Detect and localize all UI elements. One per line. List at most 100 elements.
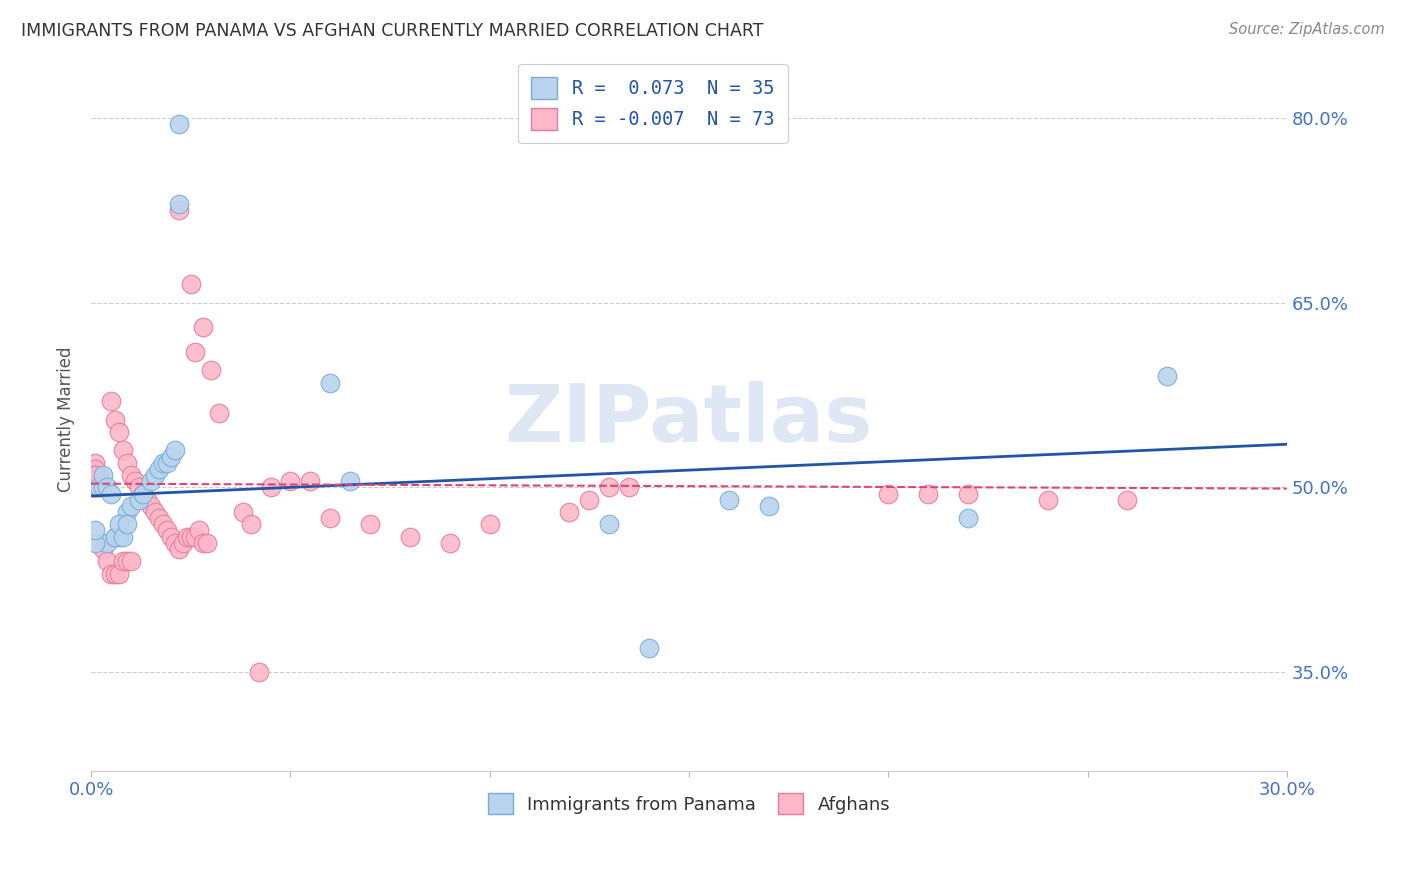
Point — [112, 443, 135, 458]
Text: ZIPatlas: ZIPatlas — [505, 381, 873, 458]
Point — [84, 456, 107, 470]
Point — [84, 480, 107, 494]
Point — [108, 517, 131, 532]
Point — [299, 474, 322, 488]
Point — [100, 486, 122, 500]
Point — [160, 450, 183, 464]
Point — [478, 517, 501, 532]
Point — [956, 511, 979, 525]
Point — [112, 554, 135, 568]
Point — [917, 486, 939, 500]
Point — [184, 530, 207, 544]
Point — [91, 480, 114, 494]
Point — [339, 474, 361, 488]
Point — [167, 541, 190, 556]
Point — [89, 480, 111, 494]
Point — [91, 480, 114, 494]
Point — [84, 468, 107, 483]
Text: IMMIGRANTS FROM PANAMA VS AFGHAN CURRENTLY MARRIED CORRELATION CHART: IMMIGRANTS FROM PANAMA VS AFGHAN CURRENT… — [21, 22, 763, 40]
Point — [148, 511, 170, 525]
Point — [148, 462, 170, 476]
Point — [104, 530, 127, 544]
Point — [91, 468, 114, 483]
Point — [280, 474, 302, 488]
Point — [319, 376, 342, 390]
Point — [120, 468, 142, 483]
Point — [163, 443, 186, 458]
Point — [108, 566, 131, 581]
Point — [143, 505, 166, 519]
Point — [89, 468, 111, 483]
Point — [717, 492, 740, 507]
Point — [89, 480, 111, 494]
Point — [195, 536, 218, 550]
Point — [84, 480, 107, 494]
Point — [108, 530, 131, 544]
Point — [84, 468, 107, 483]
Point — [172, 536, 194, 550]
Point — [84, 462, 107, 476]
Point — [956, 486, 979, 500]
Point — [359, 517, 381, 532]
Point — [152, 456, 174, 470]
Point — [100, 394, 122, 409]
Point — [619, 480, 641, 494]
Point — [84, 474, 107, 488]
Point — [184, 344, 207, 359]
Point — [112, 530, 135, 544]
Point — [163, 536, 186, 550]
Point — [84, 480, 107, 494]
Point — [124, 474, 146, 488]
Point — [319, 511, 342, 525]
Point — [167, 117, 190, 131]
Point — [187, 524, 209, 538]
Point — [139, 474, 162, 488]
Point — [84, 468, 107, 483]
Point — [104, 530, 127, 544]
Point — [115, 505, 138, 519]
Point — [84, 524, 107, 538]
Point — [247, 665, 270, 680]
Point — [104, 412, 127, 426]
Point — [1156, 369, 1178, 384]
Point — [108, 425, 131, 439]
Point — [877, 486, 900, 500]
Point — [152, 517, 174, 532]
Point — [259, 480, 281, 494]
Point — [167, 203, 190, 218]
Point — [115, 554, 138, 568]
Point — [239, 517, 262, 532]
Point — [1036, 492, 1059, 507]
Point — [132, 486, 155, 500]
Point — [96, 554, 118, 568]
Point — [120, 554, 142, 568]
Point — [84, 462, 107, 476]
Point — [758, 499, 780, 513]
Point — [200, 363, 222, 377]
Point — [160, 530, 183, 544]
Point — [1116, 492, 1139, 507]
Point — [399, 530, 422, 544]
Point — [96, 480, 118, 494]
Point — [128, 492, 150, 507]
Point — [191, 320, 214, 334]
Point — [84, 536, 107, 550]
Point — [84, 474, 107, 488]
Text: Source: ZipAtlas.com: Source: ZipAtlas.com — [1229, 22, 1385, 37]
Point — [558, 505, 581, 519]
Point — [104, 566, 127, 581]
Point — [115, 456, 138, 470]
Point — [180, 277, 202, 291]
Y-axis label: Currently Married: Currently Married — [58, 347, 75, 492]
Point — [598, 480, 620, 494]
Legend: Immigrants from Panama, Afghans: Immigrants from Panama, Afghans — [477, 782, 901, 825]
Point — [143, 468, 166, 483]
Point — [91, 541, 114, 556]
Point — [156, 456, 179, 470]
Point — [115, 517, 138, 532]
Point — [96, 536, 118, 550]
Point — [156, 524, 179, 538]
Point — [139, 499, 162, 513]
Point — [232, 505, 254, 519]
Point — [100, 566, 122, 581]
